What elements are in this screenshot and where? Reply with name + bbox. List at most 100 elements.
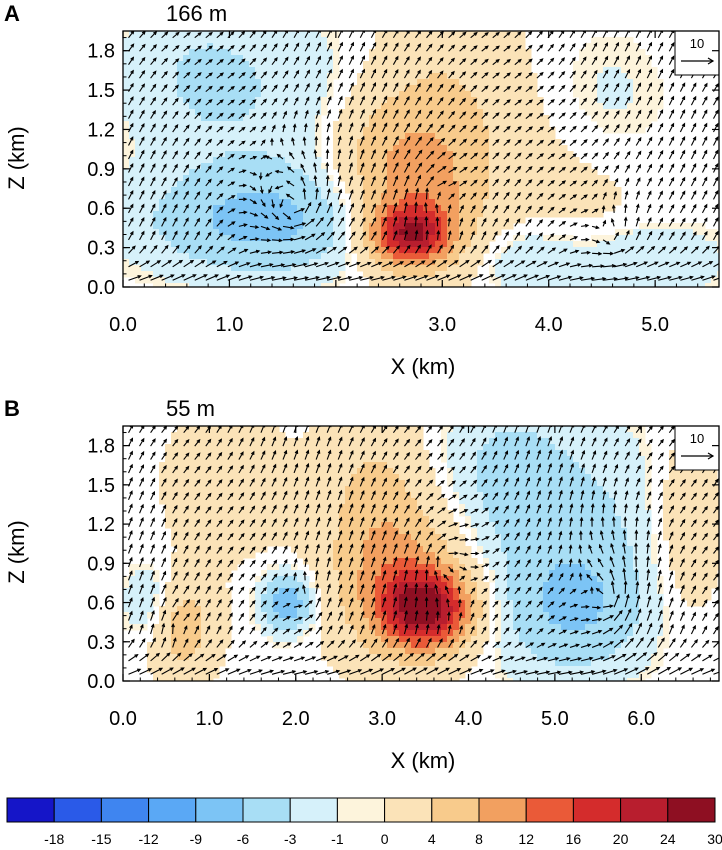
wind-vector-head xyxy=(264,155,270,160)
field-cell xyxy=(411,121,418,128)
wind-vector xyxy=(558,248,567,254)
field-cell xyxy=(303,253,310,260)
wind-vector-head xyxy=(517,165,522,170)
wind-vector xyxy=(536,275,550,281)
field-cell xyxy=(123,163,130,170)
field-cell xyxy=(147,109,154,116)
wind-vector xyxy=(558,276,572,281)
field-cell xyxy=(639,247,646,254)
wind-vector xyxy=(492,59,500,66)
wind-vector xyxy=(470,245,477,254)
field-cell xyxy=(363,73,370,80)
field-cell xyxy=(315,37,322,44)
wind-vector xyxy=(382,276,395,281)
wind-vector xyxy=(492,45,500,52)
field-cell xyxy=(609,37,616,44)
field-cell xyxy=(135,205,142,212)
field-cell xyxy=(495,181,502,188)
field-cell xyxy=(435,31,442,38)
field-cell xyxy=(489,85,496,92)
field-cell xyxy=(237,271,244,278)
wind-vector-head xyxy=(494,217,498,223)
field-cell xyxy=(531,235,538,242)
field-cell xyxy=(147,145,154,152)
field-cell xyxy=(243,127,250,134)
wind-vector-head xyxy=(317,41,321,47)
wind-vector-head xyxy=(141,43,146,48)
field-cell xyxy=(171,205,178,212)
field-cell xyxy=(201,211,208,218)
field-cell xyxy=(639,115,646,122)
field-cell xyxy=(171,259,178,266)
field-cell xyxy=(549,253,556,260)
field-cell xyxy=(333,67,340,74)
field-cell xyxy=(273,67,280,74)
field-cell xyxy=(645,115,652,122)
field-cell xyxy=(603,199,610,206)
field-cell xyxy=(153,211,160,218)
wind-vector xyxy=(392,231,398,241)
field-cell xyxy=(249,67,256,74)
field-cell xyxy=(591,193,598,200)
field-cell xyxy=(243,229,250,236)
field-cell xyxy=(513,61,520,68)
field-cell xyxy=(357,217,364,224)
wind-vector xyxy=(503,152,510,160)
field-cell xyxy=(123,31,130,38)
field-cell xyxy=(519,31,526,38)
field-cell xyxy=(267,277,274,284)
wind-vector-head xyxy=(561,70,566,76)
wind-vector xyxy=(337,56,343,65)
field-cell xyxy=(501,187,508,194)
field-cell xyxy=(489,133,496,140)
field-cell xyxy=(273,235,280,242)
field-cell xyxy=(525,97,532,104)
field-cell xyxy=(441,235,448,242)
wind-vector-head xyxy=(383,108,388,114)
wind-vector xyxy=(403,216,407,227)
field-cell xyxy=(213,115,220,122)
field-cell xyxy=(345,157,352,164)
field-cell xyxy=(459,199,466,206)
field-cell xyxy=(381,211,388,218)
field-cell xyxy=(219,211,226,218)
wind-vector xyxy=(481,32,489,39)
field-cell xyxy=(363,265,370,272)
wind-vector xyxy=(414,216,417,227)
field-cell xyxy=(423,259,430,266)
field-cell xyxy=(405,49,412,56)
wind-vector xyxy=(128,190,134,200)
field-cell xyxy=(261,277,268,284)
wind-vector xyxy=(216,193,223,200)
field-cell xyxy=(471,127,478,134)
field-cell xyxy=(621,271,628,278)
field-cell xyxy=(345,127,352,134)
field-cell xyxy=(393,271,400,278)
field-cell xyxy=(501,217,508,224)
wind-vector-head xyxy=(349,162,353,167)
field-cell xyxy=(627,55,634,62)
field-cell xyxy=(423,199,430,206)
field-cell xyxy=(453,253,460,260)
field-cell xyxy=(195,73,202,80)
wind-vector-head xyxy=(131,245,136,250)
wind-vector-head xyxy=(521,260,526,265)
wind-vector-head xyxy=(539,85,544,90)
wind-vector-head xyxy=(152,149,156,155)
field-cell xyxy=(129,151,136,158)
field-cell xyxy=(519,199,526,206)
field-cell xyxy=(255,127,262,134)
wind-vector xyxy=(337,42,343,52)
field-cell xyxy=(129,91,136,98)
field-cell xyxy=(189,139,196,146)
field-cell xyxy=(129,211,136,218)
wind-vector-head xyxy=(316,96,321,101)
field-cell xyxy=(531,145,538,152)
field-cell xyxy=(231,109,238,116)
wind-vector-head xyxy=(283,110,287,115)
field-cell xyxy=(165,253,172,260)
field-cell xyxy=(201,175,208,182)
wind-vector-head xyxy=(414,215,418,220)
field-cell xyxy=(273,115,280,122)
field-cell xyxy=(381,265,388,272)
